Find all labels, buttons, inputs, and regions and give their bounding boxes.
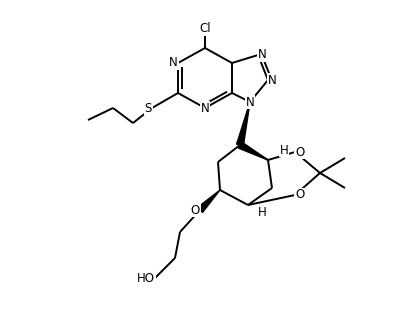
Polygon shape	[236, 102, 250, 146]
Text: N: N	[169, 56, 178, 69]
Polygon shape	[198, 190, 220, 213]
Text: H: H	[258, 206, 267, 219]
Polygon shape	[238, 142, 268, 160]
Text: HO: HO	[137, 272, 155, 285]
Text: N: N	[258, 49, 267, 62]
Text: N: N	[268, 73, 277, 86]
Text: O: O	[295, 188, 304, 201]
Text: Cl: Cl	[199, 22, 211, 35]
Text: O: O	[191, 203, 200, 216]
Text: H: H	[280, 143, 289, 156]
Text: N: N	[246, 96, 254, 109]
Text: S: S	[145, 101, 152, 114]
Text: O: O	[295, 145, 304, 158]
Text: N: N	[201, 101, 209, 114]
